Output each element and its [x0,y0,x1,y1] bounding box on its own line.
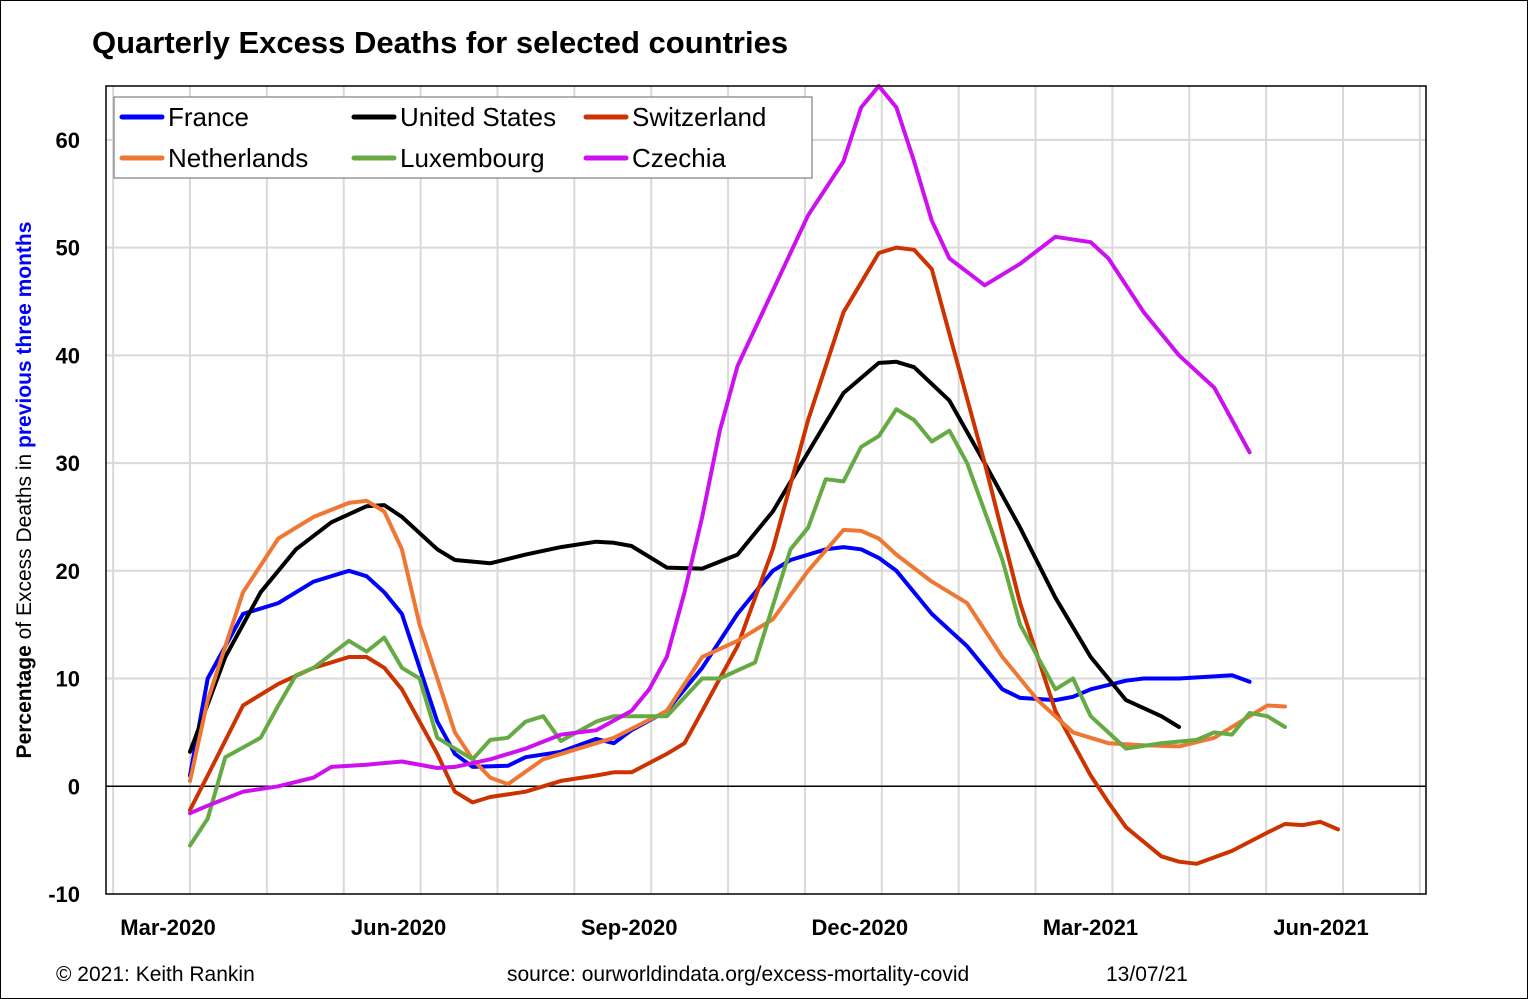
chart-title: Quarterly Excess Deaths for selected cou… [92,25,788,60]
y-axis-label-middle: of Excess Deaths in [13,448,36,645]
plot-border [105,85,1427,895]
x-tick-label: Dec-2020 [811,915,908,940]
series-line [188,545,1252,778]
series-line [188,407,1287,848]
y-tick-label: -10 [48,882,80,907]
legend-label: United States [400,102,556,132]
x-tick-label: Mar-2021 [1043,915,1138,940]
y-axis-label-strong: Percentage [13,645,36,758]
y-axis-label: Percentage of Excess Deaths in previous … [13,222,36,759]
footer-copyright: © 2021: Keith Rankin [56,963,255,986]
y-tick-label: 20 [56,559,80,584]
series-line [188,498,1287,787]
footer-source: source: ourworldindata.org/excess-mortal… [507,963,969,986]
legend-label: France [168,102,249,132]
y-tick-label: 60 [56,128,80,153]
y-axis-tick-labels: -10 0 10 20 30 40 50 60 [48,128,80,907]
legend: France United States Switzerland Netherland… [113,96,813,179]
plot-area [106,86,1426,894]
legend-label: Netherlands [168,143,308,173]
x-axis-tick-labels: Mar-2020 Jun-2020 Sep-2020 Dec-2020 Mar-2021… [120,915,1368,940]
series-line [188,84,1252,816]
y-tick-label: 30 [56,451,80,476]
legend-box [113,96,813,179]
legend-label: Czechia [632,143,726,173]
y-tick-label: 0 [68,774,80,799]
y-tick-label: 40 [56,343,80,368]
y-tick-label: 50 [56,236,80,261]
footer-date: 13/07/21 [1106,963,1188,986]
x-tick-label: Mar-2020 [120,915,215,940]
x-tick-label: Jun-2020 [351,915,446,940]
x-tick-label: Jun-2021 [1273,915,1368,940]
x-tick-label: Sep-2020 [581,915,678,940]
y-tick-label: 10 [56,667,80,692]
legend-label: Switzerland [632,102,766,132]
vertical-gridlines [112,86,1421,894]
series-line [188,245,1340,866]
y-axis-label-highlight: previous three months [13,222,36,448]
legend-label: Luxembourg [400,143,545,173]
series-lines [188,84,1340,866]
